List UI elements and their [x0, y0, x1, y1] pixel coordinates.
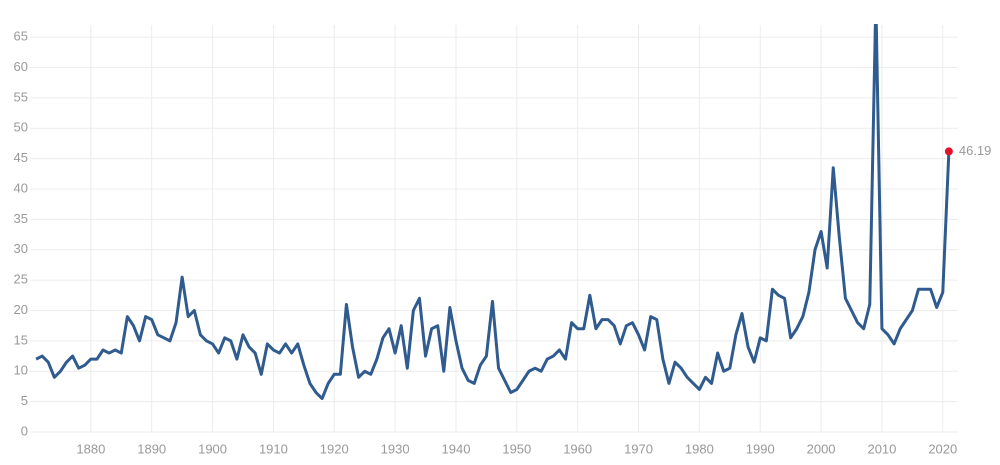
y-tick-label: 10: [14, 363, 28, 378]
y-tick-label: 0: [21, 423, 28, 438]
x-tick-label: 1950: [502, 441, 531, 456]
x-tick-label: 1940: [442, 441, 471, 456]
last-point: [944, 147, 953, 156]
x-tick-label: 1930: [381, 441, 410, 456]
x-tick-label: 1880: [76, 441, 105, 456]
y-tick-label: 35: [14, 211, 28, 226]
x-tick-label: 2020: [928, 441, 957, 456]
y-tick-label: 25: [14, 272, 28, 287]
y-tick-label: 40: [14, 180, 28, 195]
x-tick-label: 1890: [137, 441, 166, 456]
x-tick-label: 1990: [746, 441, 775, 456]
y-tick-label: 15: [14, 332, 28, 347]
x-tick-label: 2000: [807, 441, 836, 456]
y-tick-label: 60: [14, 59, 28, 74]
x-tick-label: 2010: [867, 441, 896, 456]
line: [35, 24, 951, 401]
y-tick-label: 55: [14, 89, 28, 104]
y-tick-label: 20: [14, 302, 28, 317]
x-tick-label: 1910: [259, 441, 288, 456]
x-tick-label: 1970: [624, 441, 653, 456]
x-tick-label: 1920: [320, 441, 349, 456]
y-tick-label: 5: [21, 393, 28, 408]
x-tick-label: 1960: [563, 441, 592, 456]
x-tick-label: 1900: [198, 441, 227, 456]
value-label: 46.19: [959, 143, 992, 158]
y-tick-label: 30: [14, 241, 28, 256]
y-tick-label: 50: [14, 120, 28, 135]
y-tick-label: 45: [14, 150, 28, 165]
y-tick-label: 65: [14, 29, 28, 44]
x-tick-label: 1980: [685, 441, 714, 456]
